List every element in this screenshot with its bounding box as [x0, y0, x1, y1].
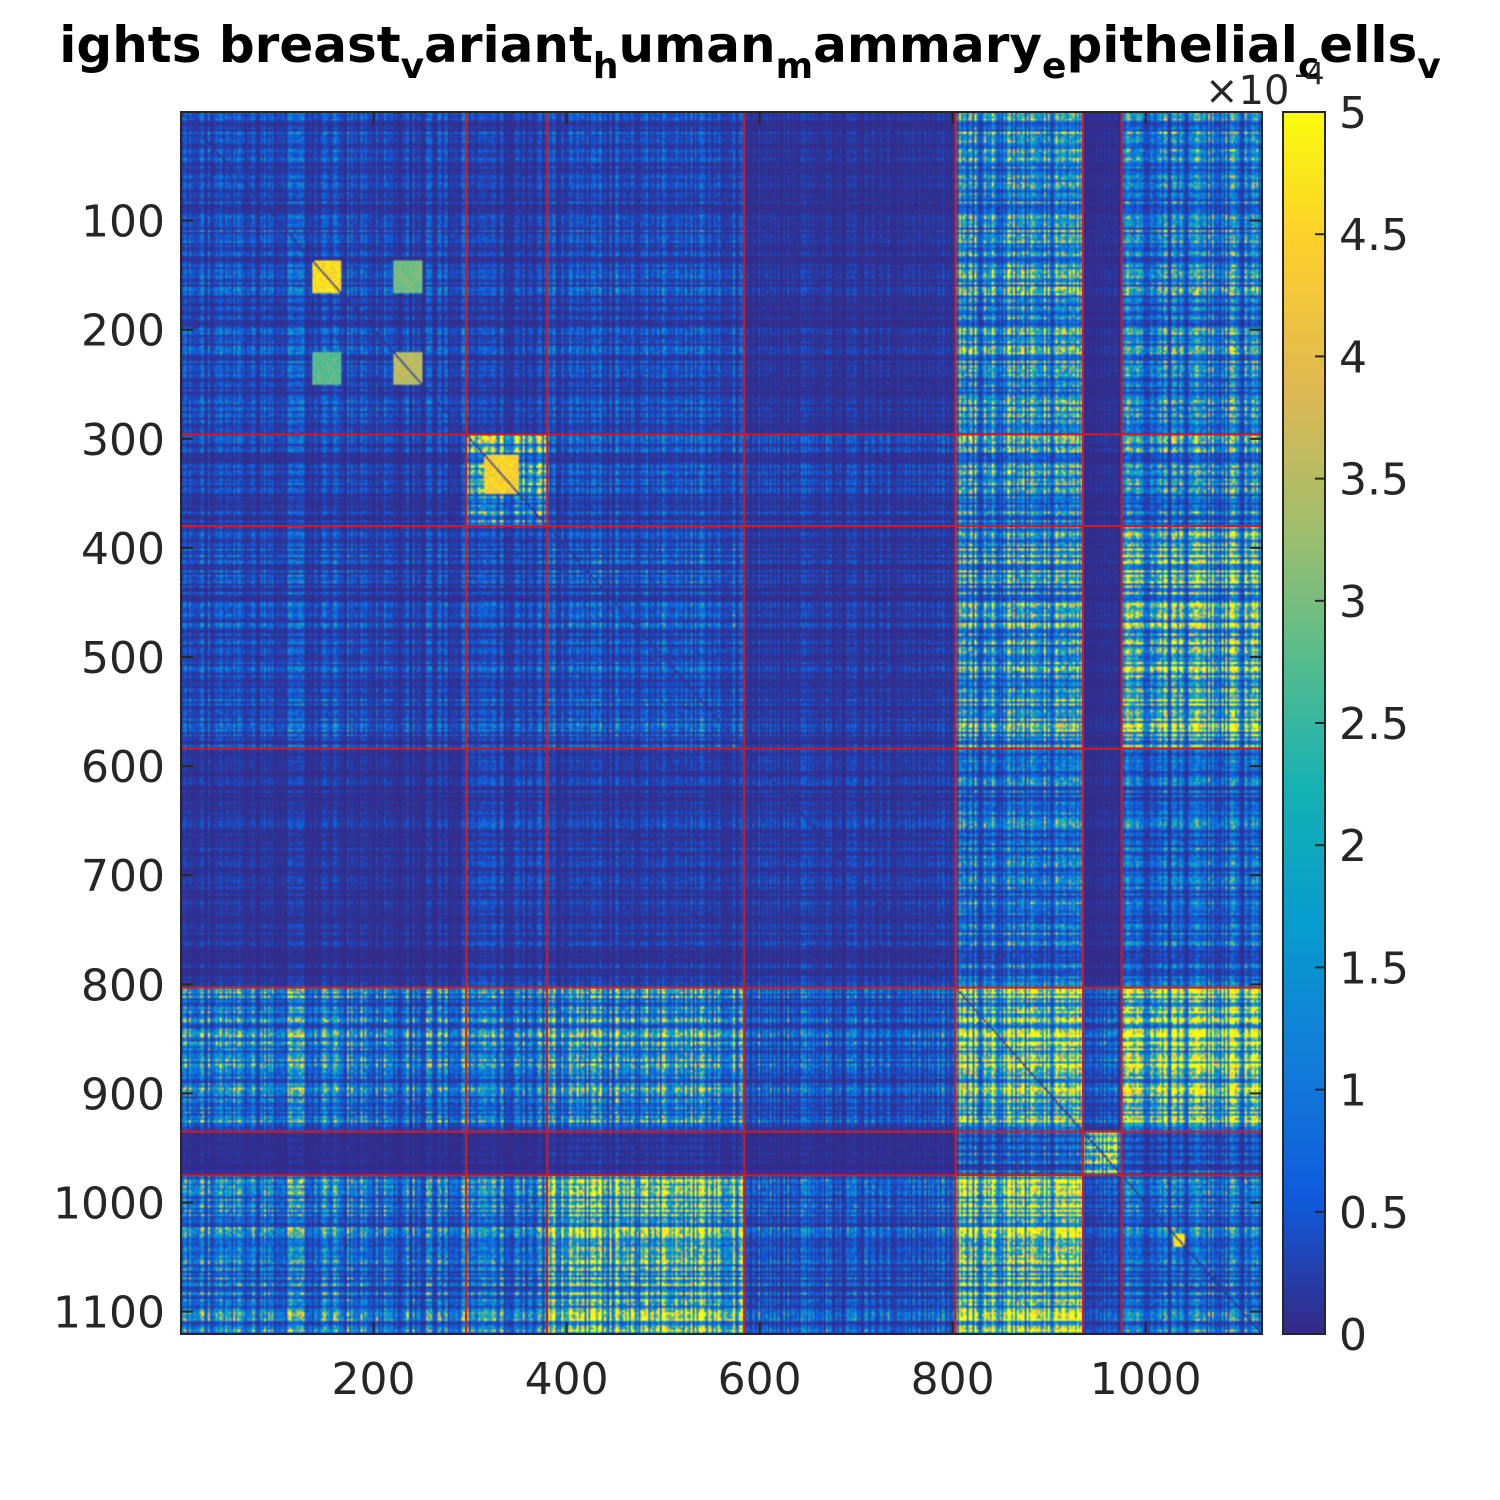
- y-tick-label: 200: [81, 306, 165, 357]
- title-subscript-segment: c: [1298, 46, 1319, 87]
- x-tick-label: 400: [525, 1354, 609, 1405]
- x-tick-label: 200: [332, 1354, 416, 1405]
- x-tick-label: 600: [718, 1354, 802, 1405]
- colorbar-tick-label: 2: [1339, 821, 1367, 872]
- colorbar-tick-label: 0: [1339, 1310, 1367, 1361]
- plot-frame: [180, 111, 1263, 1335]
- title-segment: ariant: [424, 16, 593, 74]
- title-subscript-segment: e: [1042, 46, 1066, 87]
- y-tick-label: 500: [81, 633, 165, 684]
- chart-title: ights breastvarianthumanmammaryepithelia…: [59, 16, 1440, 87]
- colorbar-tick-label: 1: [1339, 1066, 1367, 1117]
- x-tick-label: 800: [911, 1354, 995, 1405]
- colorbar-tick-label: 0.5: [1339, 1188, 1409, 1239]
- colorbar-tick-label: 3: [1339, 577, 1367, 628]
- title-segment: uman: [619, 16, 776, 74]
- x-axis: 200 400 600 800 1000: [332, 112, 1202, 1405]
- title-segment: ights breast: [59, 16, 400, 74]
- colorbar-ticks: 0 0.5 1 1.5 2 2.5 3 3.5 4 4.5 5: [1315, 88, 1409, 1361]
- y-tick-label: 700: [81, 851, 165, 902]
- y-tick-label: 600: [81, 742, 165, 793]
- y-tick-label: 300: [81, 415, 165, 466]
- colorbar-tick-label: 1.5: [1339, 943, 1409, 994]
- colorbar-tick-label: 4.5: [1339, 210, 1409, 261]
- y-tick-label: 400: [81, 524, 165, 575]
- y-tick-label: 100: [81, 197, 165, 248]
- title-subscript-segment: m: [776, 46, 814, 87]
- heatmap-image: [181, 112, 1262, 1334]
- colorbar-tick-label: 3.5: [1339, 455, 1409, 506]
- y-axis: 100 200 300 400 500 600 700 800 900 1000 1100: [53, 197, 1262, 1339]
- colorbar-tick-label: 4: [1339, 332, 1367, 383]
- plot-area: 200 400 600 800 1000 100 200 300 400 500 600 700 80…: [53, 111, 1263, 1405]
- y-tick-label: 1000: [53, 1179, 165, 1230]
- title-segment: ells: [1319, 16, 1417, 74]
- title-segment: pithelial: [1066, 16, 1298, 74]
- title-subscript-segment: v: [1417, 46, 1440, 87]
- colorbar-exponent-label: ×10 -4: [1205, 57, 1324, 114]
- title-segment: ammary: [813, 16, 1042, 74]
- colorbar-tick-label: 2.5: [1339, 699, 1409, 750]
- y-tick-label: 800: [81, 960, 165, 1011]
- x-tick-label: 1000: [1090, 1354, 1202, 1405]
- title-subscript-segment: v: [401, 46, 424, 87]
- y-tick-label: 1100: [53, 1288, 165, 1339]
- y-tick-label: 900: [81, 1069, 165, 1120]
- colorbar: 0 0.5 1 1.5 2 2.5 3 3.5 4 4.5 5 ×10 -4: [1205, 57, 1409, 1361]
- colorbar-tick-label: 5: [1339, 88, 1367, 139]
- title-subscript-segment: h: [593, 46, 619, 87]
- block-boundary-lines: [181, 112, 1262, 1334]
- colorbar-exponent-power: -4: [1295, 57, 1325, 92]
- colorbar-exponent-base: ×10: [1205, 68, 1289, 114]
